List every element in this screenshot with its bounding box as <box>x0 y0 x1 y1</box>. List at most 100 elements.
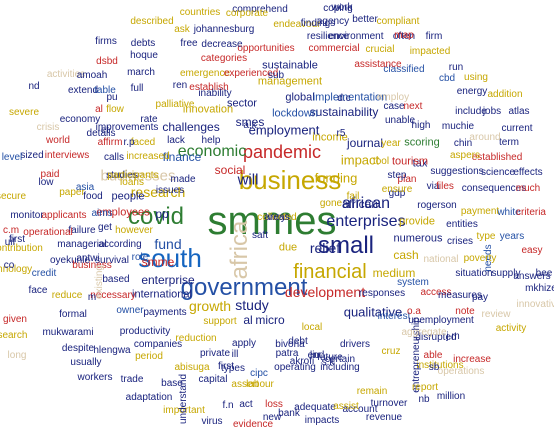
word-nd: nd <box>28 81 40 92</box>
word-business: business <box>238 165 342 195</box>
word-businesses: businesses <box>100 167 176 185</box>
word-medium: medium <box>372 266 416 280</box>
word-dsbd: dsbd <box>96 56 118 67</box>
word-r5: r5 <box>336 128 346 139</box>
word-hoque: hoque <box>130 50 158 61</box>
word-innovation: innovation <box>182 103 234 116</box>
word-uif: uif <box>4 237 16 248</box>
word-decrease: decrease <box>201 39 243 50</box>
word-implementation: implementation <box>312 91 388 104</box>
word-corporate: corporate <box>225 8 269 19</box>
word-table: table <box>94 85 116 96</box>
word-activity: activity <box>495 323 527 334</box>
word-pay: pay <box>471 292 489 303</box>
word-aims: aims <box>91 208 113 219</box>
word-march: march <box>127 67 155 78</box>
word-challenges: challenges <box>162 120 220 134</box>
word-virus: virus <box>201 416 223 427</box>
word-using: using <box>464 72 488 83</box>
word-low: low <box>38 177 54 188</box>
word-severe: severe <box>8 107 40 118</box>
word-compliant: compliant <box>376 16 420 27</box>
word-rogerson: rogerson <box>417 200 457 211</box>
word-science: science <box>481 167 515 178</box>
word-liu: liu <box>309 350 321 361</box>
word-aspers: aspers <box>449 150 481 161</box>
word-faced: faced <box>130 137 156 148</box>
word-employ: employ <box>376 92 410 103</box>
word-bank: bank <box>278 408 300 419</box>
word-atlas: atlas <box>508 106 530 117</box>
word-contribution: contribution <box>0 243 43 254</box>
word-type: type <box>476 231 496 242</box>
word-al: al <box>243 313 253 327</box>
word-flow: flow <box>106 104 124 115</box>
word-first: first <box>217 361 235 372</box>
word-fail: fail <box>346 191 360 202</box>
word-areas: areas <box>264 212 290 223</box>
word-management: management <box>257 75 323 88</box>
word-johannesburg: johannesburg <box>193 24 255 35</box>
word-enterprises: enterprises <box>326 213 406 230</box>
word-pp: pp <box>155 207 169 221</box>
word-al: al <box>95 104 103 115</box>
word-government: government <box>180 274 308 301</box>
word-existing: existing <box>94 265 105 299</box>
word-types: types <box>221 363 245 374</box>
word-work: work <box>331 2 353 13</box>
word-necessary: necessary <box>90 290 136 301</box>
word-abisuga: abisuga <box>174 362 210 373</box>
word-financial: financial <box>293 261 367 283</box>
word-usually: usually <box>70 357 102 368</box>
word-ask: ask <box>174 24 190 35</box>
word-firms: firms <box>95 36 117 47</box>
word-income: income <box>312 131 348 144</box>
word-better: better <box>352 14 378 25</box>
word-way: way <box>268 212 286 223</box>
word-files: files <box>436 181 454 192</box>
word-described: described <box>130 16 174 27</box>
word-development: development <box>284 284 366 300</box>
word-gdp: gdp <box>388 188 406 199</box>
word-co: co <box>3 260 15 271</box>
word-finance: finance <box>162 150 202 164</box>
word-operational: operational <box>23 227 73 238</box>
word-j-m: j.m <box>446 331 460 342</box>
word-operations: operations <box>437 366 485 377</box>
word-entities: entities <box>446 219 478 230</box>
word-debt: debt <box>288 336 308 347</box>
word-environment: environment <box>328 31 384 42</box>
word-impacted: impacted <box>409 46 451 57</box>
word-akrofi: akrofi <box>289 356 315 367</box>
word-productivity: productivity <box>119 326 171 337</box>
word-owner: owner <box>116 305 144 316</box>
word-sb: sb <box>428 362 440 373</box>
word-commercial: commercial <box>308 43 360 54</box>
word-smes: smes <box>235 115 265 129</box>
word-emergence: emergence <box>179 68 231 79</box>
word-reduce: reduce <box>51 290 83 301</box>
word-loans: loans <box>120 177 144 188</box>
word-micro: micro <box>255 313 285 327</box>
word-people: people <box>111 190 145 203</box>
word-suggestions: suggestions <box>430 166 484 177</box>
word-will: will <box>237 171 259 189</box>
word-reduction: reduction <box>175 333 217 344</box>
word-measures: measures <box>438 290 482 301</box>
word-get: get <box>98 222 112 233</box>
word-collected: collected <box>257 212 297 223</box>
word-classified: classified <box>383 64 425 75</box>
word-institutions: institutions <box>416 360 464 371</box>
word-map: map <box>394 30 414 41</box>
word-crucial: crucial <box>365 44 395 55</box>
word-research: research <box>0 330 28 341</box>
word-local: local <box>301 322 323 333</box>
word-funding: funding <box>314 170 358 186</box>
word-according: according <box>98 239 142 250</box>
word-payment: payment <box>460 206 500 217</box>
word-plan: plan <box>397 174 417 185</box>
word-full: full <box>130 83 144 94</box>
word-interviews: interviews <box>44 150 90 161</box>
word-assert: assert <box>231 379 259 390</box>
word-hlengwa: hlengwa <box>93 345 131 356</box>
